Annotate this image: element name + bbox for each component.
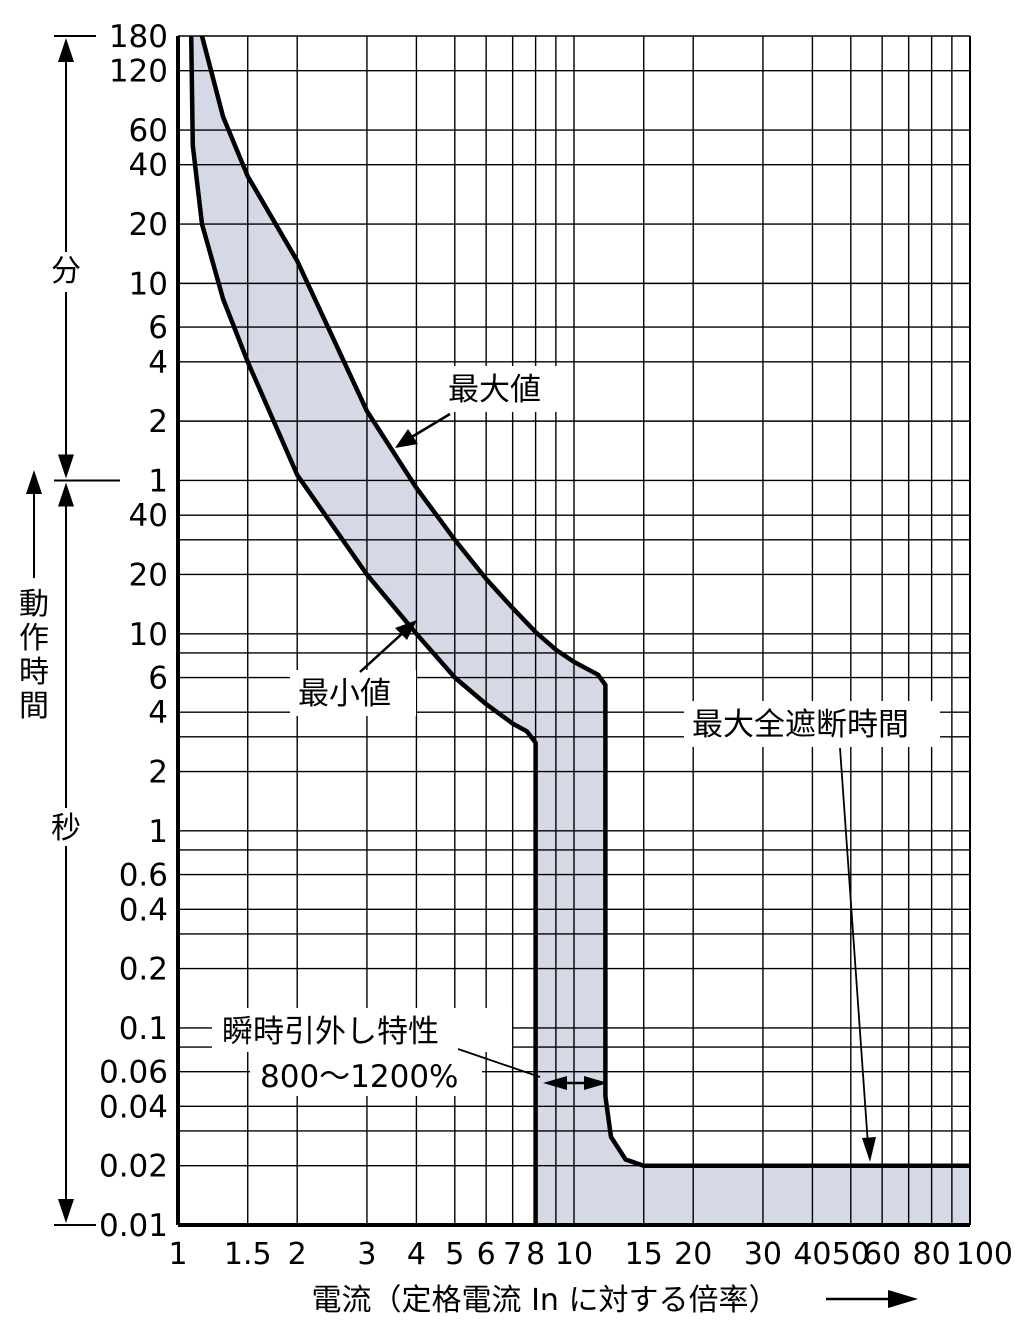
curves (188, 35, 970, 1225)
y-axis-label-char: 動 (19, 587, 49, 622)
y-tick-label: 40 (129, 148, 168, 184)
annotations: 最大値 最小値 最大全遮断時間 瞬時引外し特性 800～1200% (212, 366, 940, 1162)
y-axis-label-char: 作 (19, 621, 49, 656)
y-tick-label: 60 (129, 113, 168, 149)
y-tick-label: 180 (109, 19, 168, 55)
y-tick-label: 0.4 (119, 892, 168, 928)
arrow-down-icon (58, 454, 74, 479)
y-tick-label: 20 (129, 207, 168, 243)
x-tick-label: 50 (832, 1237, 870, 1272)
annotation-max-total-clearing: 最大全遮断時間 (692, 707, 909, 743)
x-tick-label: 20 (674, 1237, 712, 1272)
y-tick-label: 0.02 (99, 1149, 168, 1185)
y-tick-label: 2 (148, 755, 168, 791)
y-tick-label: 40 (129, 498, 168, 534)
y-unit-seconds: 秒 (51, 811, 81, 846)
x-tick-label: 30 (744, 1237, 782, 1272)
arrow-down-icon (58, 1199, 74, 1223)
arrow-up-icon (26, 470, 42, 494)
x-tick-label: 40 (793, 1237, 831, 1272)
annotation-instantaneous-range: 800～1200% (260, 1059, 459, 1095)
y-tick-label: 120 (109, 54, 168, 90)
x-tick-label: 1 (168, 1237, 187, 1272)
x-axis-label: 電流（定格電流 In に対する倍率） (312, 1283, 779, 1318)
x-tick-label: 10 (555, 1237, 593, 1272)
x-axis-arrow (826, 1290, 918, 1308)
y-tick-labels: 18012060402010642140201064210.60.40.20.1… (99, 19, 168, 1244)
trip-band-fill (191, 36, 970, 1225)
y-unit-minutes: 分 (51, 254, 81, 289)
x-tick-label: 1.5 (224, 1237, 272, 1272)
y-tick-label: 6 (148, 310, 168, 346)
y-tick-label: 0.1 (119, 1011, 168, 1047)
trip-band (191, 36, 970, 1225)
x-tick-label: 3 (357, 1237, 376, 1272)
y-tick-label: 6 (148, 661, 168, 697)
plot-frame (176, 36, 971, 1227)
arrow-up-icon (58, 38, 74, 62)
arrow-up-icon (58, 482, 74, 507)
x-tick-label: 6 (477, 1237, 496, 1272)
y-tick-label: 0.06 (99, 1055, 168, 1091)
y-tick-label: 4 (148, 695, 168, 731)
y-tick-label: 0.04 (99, 1089, 168, 1125)
x-tick-label: 5 (445, 1237, 464, 1272)
y-tick-label: 1 (148, 463, 168, 499)
y-axis-label-char: 間 (19, 689, 49, 724)
y-tick-label: 0.01 (99, 1208, 168, 1244)
y-tick-label: 0.2 (119, 952, 168, 988)
x-tick-label: 60 (863, 1237, 901, 1272)
y-tick-label: 20 (129, 557, 168, 593)
y-axis-label-char: 時 (19, 655, 49, 690)
y-tick-label: 0.6 (119, 858, 168, 894)
x-tick-label: 80 (913, 1237, 951, 1272)
annotation-max: 最大値 (448, 372, 541, 408)
x-tick-label: 8 (526, 1237, 545, 1272)
x-tick-label: 2 (288, 1237, 307, 1272)
series-min-line (188, 35, 538, 1225)
annotation-min: 最小値 (298, 676, 391, 712)
y-tick-label: 2 (148, 404, 168, 440)
series-max-line (199, 35, 970, 1168)
x-tick-label: 7 (503, 1237, 522, 1272)
y-tick-label: 10 (129, 266, 168, 302)
y-tick-label: 4 (148, 345, 168, 381)
y-tick-label: 10 (129, 617, 168, 653)
annotation-instantaneous: 瞬時引外し特性 (222, 1014, 439, 1050)
y-tick-label: 1 (148, 814, 168, 850)
x-tick-label: 4 (407, 1237, 426, 1272)
x-tick-label: 15 (625, 1237, 663, 1272)
x-tick-label: 100 (956, 1237, 1013, 1272)
